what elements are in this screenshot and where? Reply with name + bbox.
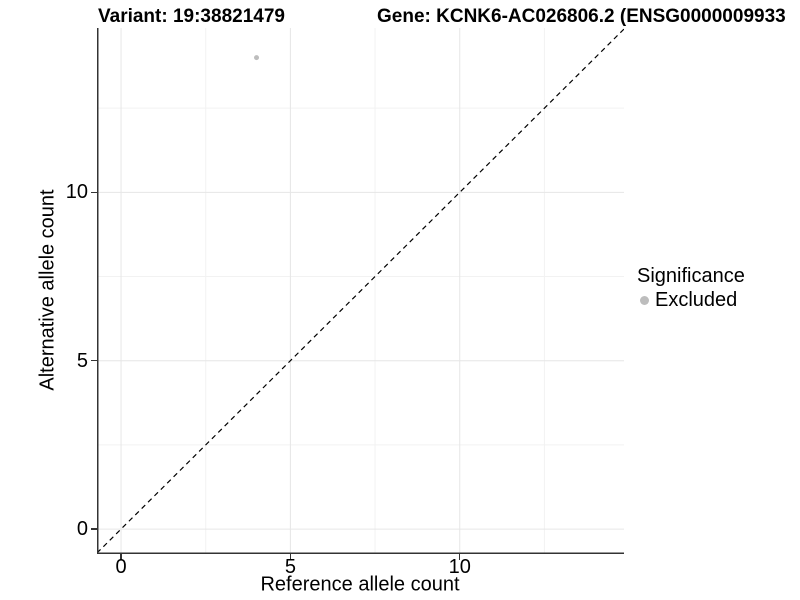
data-point (254, 55, 260, 61)
x-tick-label: 0 (115, 556, 127, 578)
variant-title: Variant: 19:38821479 (98, 6, 285, 27)
x-tick-label: 10 (448, 556, 471, 578)
plot-panel-svg (97, 28, 624, 554)
legend-item-excluded: Excluded (637, 289, 745, 312)
y-tick-label: 5 (76, 349, 88, 372)
y-tick-label: 0 (76, 518, 88, 541)
gene-title: Gene: KCNK6-AC026806.2 (ENSG0000009933 (377, 6, 786, 27)
x-tick-mark (120, 554, 122, 560)
legend-point-icon (640, 296, 649, 305)
y-tick-mark (91, 528, 97, 530)
legend-title: Significance (637, 265, 745, 287)
x-tick-mark (458, 554, 461, 560)
legend-item-label: Excluded (655, 289, 738, 311)
y-tick-mark (91, 191, 97, 194)
y-tick-mark (91, 359, 97, 362)
plot-panel (97, 28, 624, 554)
x-tick-label: 5 (284, 556, 296, 578)
identity-line (97, 28, 624, 554)
y-tick-label: 10 (65, 181, 88, 204)
x-tick-mark (289, 554, 292, 560)
x-axis-label: Reference allele count (260, 573, 460, 596)
legend: Significance Excluded (637, 265, 745, 312)
